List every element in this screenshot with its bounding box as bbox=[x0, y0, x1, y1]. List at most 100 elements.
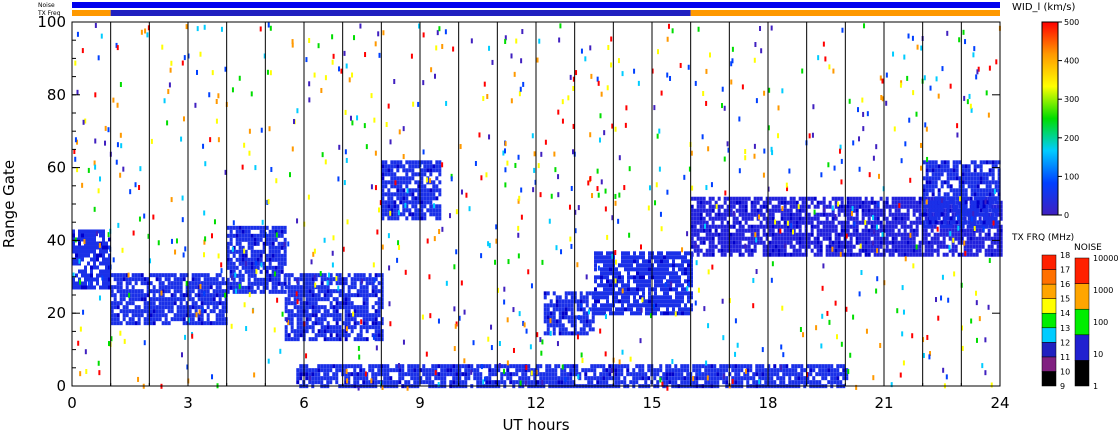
echo-cell bbox=[726, 204, 730, 209]
echo-cell bbox=[645, 267, 648, 272]
echo-cell bbox=[900, 200, 904, 205]
echo-cell bbox=[271, 229, 275, 234]
echo-cell bbox=[362, 372, 366, 377]
echo-cell bbox=[621, 251, 624, 256]
echo-cell bbox=[762, 252, 766, 257]
echo-cell bbox=[648, 263, 651, 268]
echo-cell bbox=[567, 299, 571, 304]
echo-cell bbox=[858, 232, 862, 237]
echo-cell bbox=[711, 248, 715, 253]
echo-cell bbox=[867, 240, 871, 245]
echo-cell bbox=[964, 204, 968, 209]
echo-cell bbox=[777, 248, 781, 253]
speckle-cell bbox=[707, 269, 710, 275]
speckle-cell bbox=[522, 320, 525, 326]
echo-cell bbox=[90, 233, 93, 238]
speckle-cell bbox=[600, 179, 603, 185]
echo-cell bbox=[636, 263, 639, 268]
echo-cell bbox=[615, 307, 618, 312]
speckle-cell bbox=[907, 33, 910, 39]
echo-cell bbox=[131, 321, 135, 326]
echo-cell bbox=[686, 380, 690, 385]
speckle-cell bbox=[465, 192, 468, 198]
echo-cell bbox=[630, 291, 633, 296]
echo-cell bbox=[611, 364, 615, 369]
echo-cell bbox=[232, 277, 236, 282]
echo-cell bbox=[611, 376, 615, 381]
speckle-cell bbox=[786, 186, 789, 192]
echo-cell bbox=[657, 263, 660, 268]
echo-cell bbox=[734, 368, 738, 373]
echo-cell bbox=[975, 228, 979, 233]
echo-cell bbox=[597, 307, 600, 312]
speckle-cell bbox=[433, 73, 436, 79]
echo-cell bbox=[122, 313, 126, 318]
echo-cell bbox=[284, 329, 288, 334]
echo-cell bbox=[810, 200, 814, 205]
speckle-cell bbox=[182, 252, 185, 258]
echo-cell bbox=[428, 376, 432, 381]
echo-cell bbox=[167, 309, 171, 314]
echo-cell bbox=[134, 305, 138, 310]
echo-cell bbox=[411, 176, 415, 181]
echo-cell bbox=[110, 289, 114, 294]
echo-cell bbox=[822, 212, 826, 217]
speckle-cell bbox=[572, 123, 575, 129]
echo-cell bbox=[969, 232, 973, 237]
speckle-cell bbox=[544, 139, 547, 145]
speckle-cell bbox=[945, 374, 948, 380]
echo-cell bbox=[684, 279, 687, 284]
echo-cell bbox=[173, 273, 177, 278]
echo-cell bbox=[645, 303, 648, 308]
echo-cell bbox=[666, 311, 669, 316]
echo-cell bbox=[515, 372, 519, 377]
echo-cell bbox=[810, 224, 814, 229]
echo-cell bbox=[283, 261, 287, 266]
speckle-cell bbox=[948, 245, 951, 251]
speckle-cell bbox=[695, 260, 698, 266]
echo-cell bbox=[951, 244, 955, 249]
echo-cell bbox=[903, 204, 907, 209]
echo-cell bbox=[997, 196, 1001, 201]
echo-cell bbox=[561, 299, 565, 304]
echo-cell bbox=[996, 224, 1000, 229]
echo-cell bbox=[596, 380, 600, 385]
speckle-cell bbox=[572, 85, 575, 91]
echo-cell bbox=[416, 372, 420, 377]
echo-cell bbox=[365, 376, 369, 381]
echo-cell bbox=[964, 192, 968, 197]
echo-cell bbox=[958, 180, 962, 185]
echo-cell bbox=[961, 192, 965, 197]
speckle-cell bbox=[104, 125, 107, 131]
echo-cell bbox=[788, 372, 792, 377]
speckle-cell bbox=[260, 262, 263, 268]
echo-cell bbox=[356, 337, 360, 342]
echo-cell bbox=[122, 273, 126, 278]
echo-cell bbox=[591, 315, 595, 320]
echo-cell bbox=[990, 240, 994, 245]
echo-cell bbox=[783, 232, 787, 237]
echo-cell bbox=[374, 309, 378, 314]
speckle-cell bbox=[248, 150, 251, 156]
echo-cell bbox=[687, 299, 690, 304]
echo-cell bbox=[870, 196, 874, 201]
echo-cell bbox=[176, 309, 180, 314]
echo-cell bbox=[119, 281, 123, 286]
echo-cell bbox=[825, 224, 829, 229]
echo-cell bbox=[197, 293, 201, 298]
echo-cell bbox=[414, 200, 418, 205]
echo-cell bbox=[729, 252, 733, 257]
echo-cell bbox=[90, 269, 93, 274]
echo-cell bbox=[837, 252, 841, 257]
echo-cell bbox=[347, 289, 351, 294]
speckle-cell bbox=[203, 210, 206, 216]
echo-cell bbox=[438, 180, 442, 185]
echo-cell bbox=[946, 216, 950, 221]
echo-cell bbox=[994, 196, 998, 201]
echo-cell bbox=[885, 248, 889, 253]
echo-cell bbox=[105, 257, 108, 262]
echo-cell bbox=[116, 305, 120, 310]
echo-cell bbox=[690, 220, 694, 225]
speckle-cell bbox=[204, 161, 207, 167]
echo-cell bbox=[191, 313, 195, 318]
